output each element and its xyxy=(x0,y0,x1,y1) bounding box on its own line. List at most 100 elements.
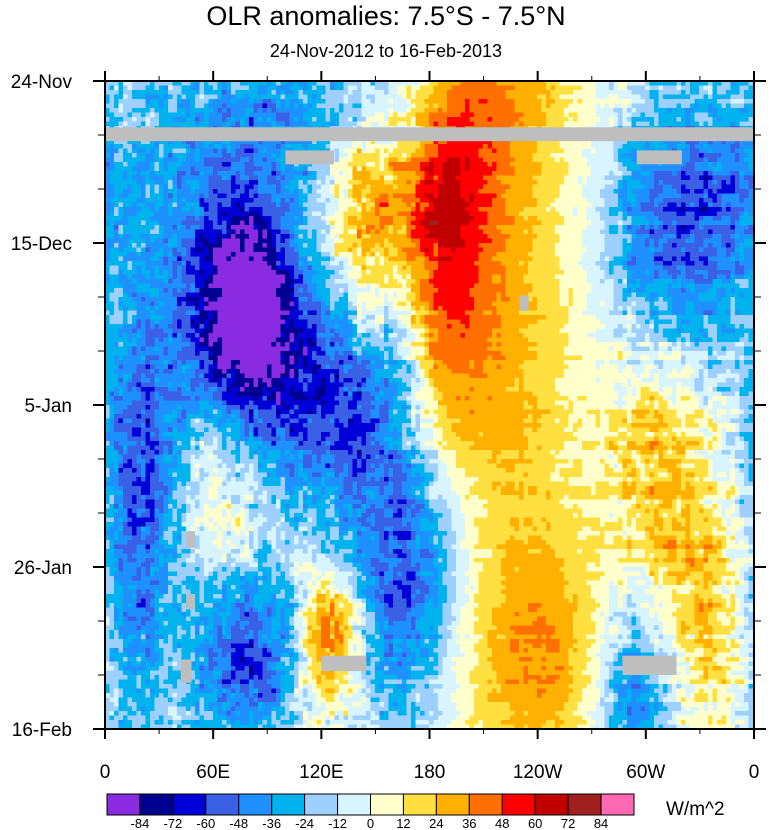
field-cell xyxy=(483,180,489,186)
field-cell xyxy=(595,175,601,181)
field-cell xyxy=(276,157,282,163)
field-cell xyxy=(514,171,520,177)
field-cell xyxy=(280,166,286,172)
field-cell xyxy=(447,216,453,222)
field-cell xyxy=(316,193,322,199)
field-cell xyxy=(492,148,498,154)
field-cell xyxy=(267,103,273,109)
field-cell xyxy=(690,103,696,109)
field-cell xyxy=(123,184,129,190)
field-cell xyxy=(168,94,174,100)
field-cell xyxy=(375,207,381,213)
field-cell xyxy=(591,85,597,91)
field-cell xyxy=(244,153,250,159)
field-cell xyxy=(199,103,205,109)
field-cell xyxy=(222,184,228,190)
field-cell xyxy=(136,85,142,91)
field-cell xyxy=(492,139,498,145)
field-cell xyxy=(537,202,543,208)
field-cell xyxy=(532,81,538,87)
field-cell xyxy=(420,108,426,114)
field-cell xyxy=(240,229,246,235)
field-cell xyxy=(316,175,322,181)
field-cell xyxy=(708,198,714,204)
field-cell xyxy=(685,166,691,172)
field-cell xyxy=(258,229,264,235)
field-cell xyxy=(213,211,219,217)
field-cell xyxy=(280,225,286,231)
field-cell xyxy=(685,225,691,231)
field-cell xyxy=(735,166,741,172)
field-cell xyxy=(271,103,277,109)
field-cell xyxy=(307,175,313,181)
field-cell xyxy=(154,144,160,150)
field-cell xyxy=(226,153,232,159)
field-cell xyxy=(357,90,363,96)
field-cell xyxy=(748,103,754,109)
field-cell xyxy=(487,189,493,195)
field-cell xyxy=(163,180,169,186)
field-cell xyxy=(141,166,147,172)
field-cell xyxy=(559,220,565,226)
field-cell xyxy=(339,198,345,204)
field-cell xyxy=(559,112,565,118)
field-cell xyxy=(285,90,291,96)
field-cell xyxy=(447,189,453,195)
field-cell xyxy=(379,171,385,177)
field-cell xyxy=(420,85,426,91)
field-cell xyxy=(523,148,529,154)
field-cell xyxy=(168,139,174,145)
field-cell xyxy=(397,202,403,208)
field-cell xyxy=(393,144,399,150)
field-cell xyxy=(348,171,354,177)
field-cell xyxy=(321,211,327,217)
field-cell xyxy=(118,94,124,100)
field-cell xyxy=(438,103,444,109)
field-cell xyxy=(492,175,498,181)
field-cell xyxy=(604,175,610,181)
field-cell xyxy=(289,180,295,186)
field-cell xyxy=(406,184,412,190)
field-cell xyxy=(366,139,372,145)
field-cell xyxy=(186,184,192,190)
field-cell xyxy=(451,180,457,186)
field-cell xyxy=(577,220,583,226)
field-cell xyxy=(456,162,462,168)
field-cell xyxy=(676,94,682,100)
field-cell xyxy=(550,220,556,226)
field-cell xyxy=(348,211,354,217)
field-cell xyxy=(586,157,592,163)
field-cell xyxy=(352,198,358,204)
field-cell xyxy=(379,189,385,195)
field-cell xyxy=(330,229,336,235)
field-cell xyxy=(132,207,138,213)
field-cell xyxy=(559,184,565,190)
field-cell xyxy=(361,108,367,114)
field-cell xyxy=(357,211,363,217)
field-cell xyxy=(357,121,363,127)
field-cell xyxy=(663,90,669,96)
field-cell xyxy=(132,153,138,159)
field-cell xyxy=(109,180,115,186)
field-cell xyxy=(366,184,372,190)
field-cell xyxy=(411,216,417,222)
field-cell xyxy=(478,202,484,208)
field-cell xyxy=(150,81,156,87)
field-cell xyxy=(361,220,367,226)
field-cell xyxy=(334,112,340,118)
field-cell xyxy=(208,184,214,190)
field-cell xyxy=(474,216,480,222)
field-cell xyxy=(699,171,705,177)
field-cell xyxy=(253,198,259,204)
field-cell xyxy=(411,94,417,100)
field-cell xyxy=(708,229,714,235)
field-cell xyxy=(456,121,462,127)
field-cell xyxy=(573,117,579,123)
field-cell xyxy=(118,175,124,181)
field-cell xyxy=(208,112,214,118)
field-cell xyxy=(343,234,349,240)
field-cell xyxy=(240,81,246,87)
field-cell xyxy=(312,99,318,105)
field-cell xyxy=(204,117,210,123)
field-cell xyxy=(141,184,147,190)
